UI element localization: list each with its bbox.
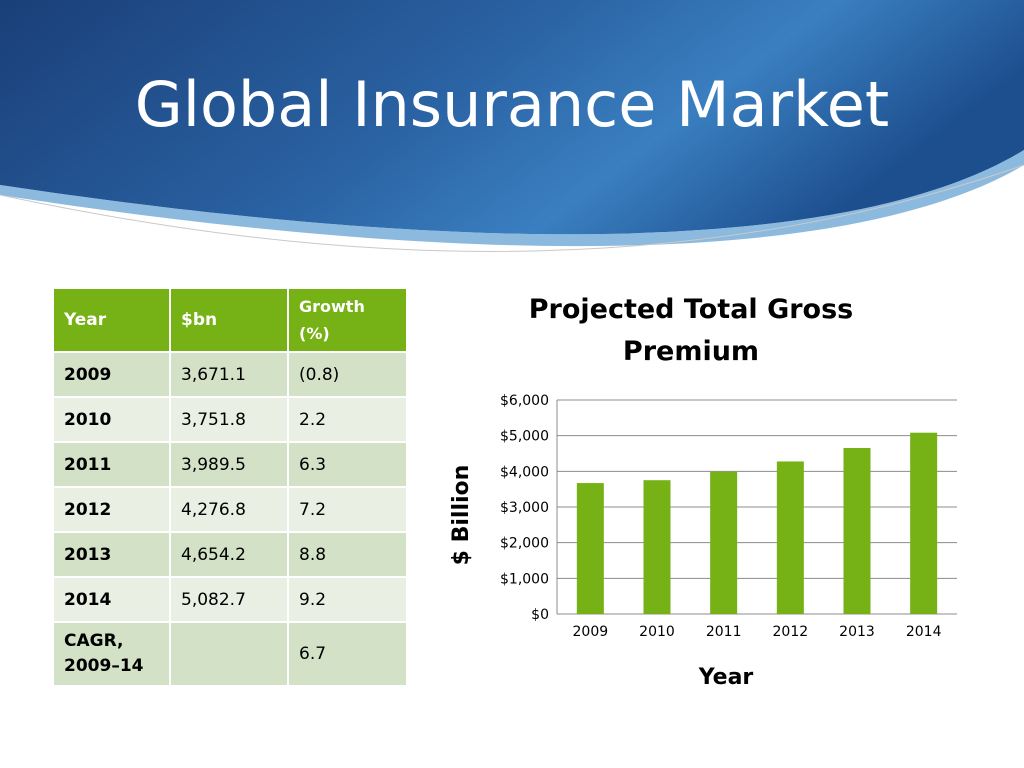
table-cell-value: 4,276.8 bbox=[171, 488, 287, 531]
table-cell-year: 2009 bbox=[54, 353, 169, 396]
table-header-growth: Growth (%) bbox=[289, 289, 406, 351]
table-cell-growth: 9.2 bbox=[289, 578, 406, 621]
chart-title: Projected Total Gross Premium bbox=[529, 294, 854, 367]
table-header-year: Year bbox=[54, 289, 169, 351]
table-cell-growth: 6.7 bbox=[289, 623, 406, 685]
table-cell-growth: 8.8 bbox=[289, 533, 406, 576]
chart-grid bbox=[556, 399, 957, 615]
y-tick-label: $2,000 bbox=[500, 536, 549, 552]
table-cell-value: 3,751.8 bbox=[171, 398, 287, 441]
table-row: 2010 3,751.8 2.2 bbox=[54, 398, 406, 441]
x-axis-ticks: 2009 2010 2011 2012 2013 2014 bbox=[573, 624, 942, 640]
table-row: 2014 5,082.7 9.2 bbox=[54, 578, 406, 621]
table-cell-value bbox=[171, 623, 287, 685]
chart-title-line: Premium bbox=[623, 336, 759, 367]
y-tick-label: $0 bbox=[531, 607, 549, 623]
table-cell-year: 2013 bbox=[54, 533, 169, 576]
bar-2013 bbox=[843, 448, 871, 614]
table-cell-value: 3,989.5 bbox=[171, 443, 287, 486]
chart-title-line: Projected Total Gross bbox=[529, 294, 854, 325]
table-row: 2013 4,654.2 8.8 bbox=[54, 533, 406, 576]
bar-2012 bbox=[776, 461, 804, 614]
x-tick-label: 2009 bbox=[573, 624, 609, 640]
header-banner bbox=[0, 0, 1024, 252]
y-tick-label: $5,000 bbox=[500, 429, 549, 445]
y-axis-ticks: $0 $1,000 $2,000 $3,000 $4,000 $5,000 $6,000 bbox=[500, 393, 549, 623]
x-tick-label: 2011 bbox=[706, 624, 742, 640]
x-axis-label: Year bbox=[698, 665, 754, 690]
table-cell-value: 4,654.2 bbox=[171, 533, 287, 576]
table-row: 2011 3,989.5 6.3 bbox=[54, 443, 406, 486]
bar-2010 bbox=[643, 480, 671, 614]
bar-2011 bbox=[710, 471, 738, 614]
x-tick-label: 2012 bbox=[773, 624, 809, 640]
table-cell-value: 5,082.7 bbox=[171, 578, 287, 621]
table-cell-value: 3,671.1 bbox=[171, 353, 287, 396]
x-tick-label: 2014 bbox=[906, 624, 942, 640]
table-cell-growth: 6.3 bbox=[289, 443, 406, 486]
table-cell-year: CAGR, 2009–14 bbox=[54, 623, 169, 685]
y-tick-label: $3,000 bbox=[500, 500, 549, 516]
data-table: Year $bn Growth (%) 2009 3,671.1 (0.8) 2… bbox=[52, 287, 408, 687]
table-cell-year: 2012 bbox=[54, 488, 169, 531]
chart-bars bbox=[576, 432, 938, 614]
y-axis-label: $ Billion bbox=[449, 465, 474, 566]
table-header-row: Year $bn Growth (%) bbox=[54, 289, 406, 351]
table-header-bn: $bn bbox=[171, 289, 287, 351]
table-cell-growth: 2.2 bbox=[289, 398, 406, 441]
table-cell-year: 2014 bbox=[54, 578, 169, 621]
x-tick-label: 2013 bbox=[839, 624, 875, 640]
table-cell-growth: (0.8) bbox=[289, 353, 406, 396]
bar-2014 bbox=[910, 432, 938, 614]
table-cell-year: 2011 bbox=[54, 443, 169, 486]
table-cell-year: 2010 bbox=[54, 398, 169, 441]
table-row: 2012 4,276.8 7.2 bbox=[54, 488, 406, 531]
y-tick-label: $4,000 bbox=[500, 464, 549, 480]
bar-2009 bbox=[576, 483, 604, 614]
y-tick-label: $6,000 bbox=[500, 393, 549, 409]
table-row: 2009 3,671.1 (0.8) bbox=[54, 353, 406, 396]
table-row-cagr: CAGR, 2009–14 6.7 bbox=[54, 623, 406, 685]
y-tick-label: $1,000 bbox=[500, 571, 549, 587]
table-cell-growth: 7.2 bbox=[289, 488, 406, 531]
x-tick-label: 2010 bbox=[639, 624, 675, 640]
slide-title: Global Insurance Market bbox=[134, 68, 890, 141]
